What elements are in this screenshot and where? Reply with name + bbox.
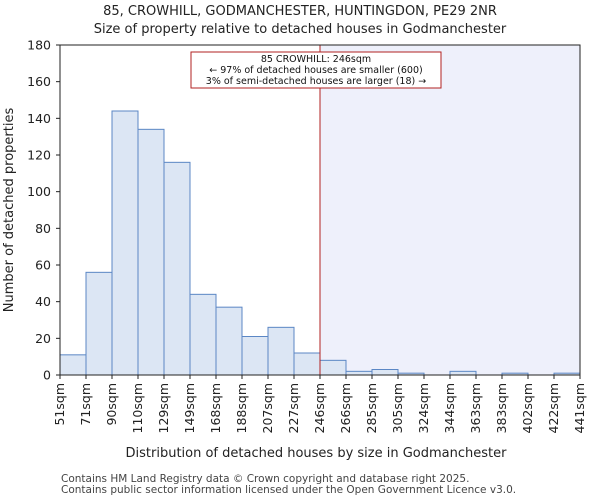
bar-168sqm (215, 306, 243, 376)
bar-110sqm (137, 128, 165, 376)
annotation-box (190, 51, 442, 89)
footer-line-1: Contains HM Land Registry data © Crown c… (61, 473, 470, 485)
x-tick-label: 129sqm (156, 383, 171, 433)
chart-subtitle: Size of property relative to detached ho… (94, 22, 507, 37)
bar-227sqm (293, 352, 321, 376)
marker-annotation: 85 CROWHILL: 246sqm ← 97% of detached ho… (190, 51, 442, 89)
y-tick-label: 0 (43, 368, 51, 383)
larger-houses-highlight (320, 45, 580, 375)
annotation-line-2: ← 97% of detached houses are smaller (60… (209, 65, 422, 76)
x-tick-label: 402sqm (520, 383, 535, 433)
y-tick-label: 40 (35, 294, 51, 309)
x-tick-label: 207sqm (260, 383, 275, 433)
y-tick-label: 20 (35, 331, 51, 346)
annotation-line-3: 3% of semi-detached houses are larger (1… (206, 76, 426, 87)
y-axis-label: Number of detached properties (2, 108, 17, 313)
y-tick-label: 80 (35, 221, 51, 236)
y-tick-label: 160 (27, 74, 51, 89)
x-tick-label: 422sqm (546, 383, 561, 433)
x-tick-label: 71sqm (78, 383, 93, 426)
x-axis-label: Distribution of detached houses by size … (126, 446, 508, 461)
footer-line-2: Contains public sector information licen… (61, 484, 517, 496)
y-tick-label: 120 (27, 148, 51, 163)
annotation-line-1: 85 CROWHILL: 246sqm (261, 54, 371, 65)
x-tick-label: 324sqm (416, 383, 431, 433)
x-tick-label: 441sqm (572, 383, 587, 433)
y-tick-label: 60 (35, 258, 51, 273)
y-tick-label: 180 (27, 38, 51, 53)
x-tick-label: 305sqm (390, 383, 405, 433)
bar-149sqm (189, 293, 217, 376)
bars-group (59, 110, 581, 376)
bar-129sqm (163, 161, 191, 376)
bar-188sqm (241, 336, 269, 376)
x-tick-label: 149sqm (182, 383, 197, 433)
x-tick-label: 90sqm (104, 383, 119, 426)
x-tick-label: 246sqm (312, 383, 327, 433)
bar-71sqm (85, 271, 113, 376)
x-tick-label: 285sqm (364, 383, 379, 433)
bar-344sqm (449, 370, 477, 376)
chart-title: 85, CROWHILL, GODMANCHESTER, HUNTINGDON,… (103, 4, 497, 19)
x-axis: 51sqm 71sqm 90sqm 110sqm 129sqm 149sqm 168sqm 1… (52, 375, 587, 433)
x-tick-label: 363sqm (468, 383, 483, 433)
x-tick-label: 227sqm (286, 383, 301, 433)
y-tick-label: 140 (27, 111, 51, 126)
x-tick-label: 51sqm (52, 383, 67, 426)
y-tick-label: 100 (27, 184, 51, 199)
x-tick-label: 110sqm (130, 383, 145, 433)
x-tick-label: 168sqm (208, 383, 223, 433)
y-axis: 0 20 40 60 80 100 120 140 160 180 (27, 38, 60, 383)
bar-246sqm (319, 359, 347, 376)
x-tick-label: 188sqm (234, 383, 249, 433)
x-tick-label: 383sqm (494, 383, 509, 433)
x-tick-label: 344sqm (442, 383, 457, 433)
bar-90sqm (111, 110, 139, 376)
bar-207sqm (267, 326, 295, 376)
bar-266sqm (345, 370, 373, 376)
bar-285sqm (371, 369, 399, 376)
bar-51sqm (59, 354, 87, 376)
x-tick-label: 266sqm (338, 383, 353, 433)
